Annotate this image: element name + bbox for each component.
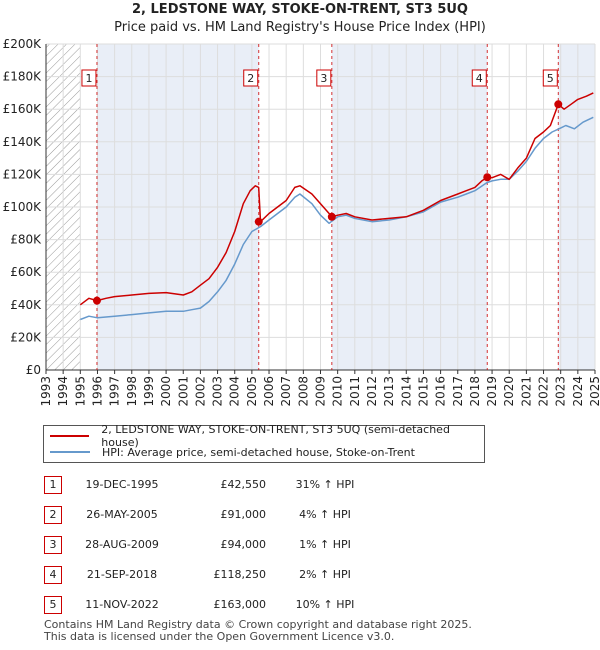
y-tick-label: £60K (10, 265, 42, 279)
x-tick-label: 2012 (365, 376, 379, 407)
y-tick-label: £20K (10, 330, 42, 344)
x-tick-label: 2014 (399, 376, 413, 407)
transaction-price: £42,550 (220, 478, 267, 491)
y-tick-label: £0 (26, 363, 41, 377)
y-tick-label: £80K (10, 233, 42, 247)
sale-marker-label: 2 (247, 72, 254, 85)
sale-marker-box (471, 69, 487, 87)
footer-licence: This data is licensed under the Open Gov… (44, 630, 395, 643)
transaction-hpi: 31% ↑ HPI (295, 478, 355, 491)
transaction-hpi: 4% ↑ HPI (299, 508, 351, 521)
x-tick-label: 2020 (502, 376, 516, 407)
transaction-badge: 3 (44, 536, 62, 554)
transaction-date: 26-MAY-2005 (86, 508, 158, 521)
transaction-price: £94,000 (220, 538, 267, 551)
y-tick-label: £140K (3, 135, 43, 149)
chart-subtitle: Price paid vs. HM Land Registry's House … (114, 20, 486, 35)
price-chart: £0 £20K £40K £60K £80K £100K £120K £140K £160K £1… (3, 37, 600, 407)
x-tick-label: 1996 (90, 376, 104, 407)
x-tick-label: 2005 (245, 376, 259, 407)
sale-point (92, 296, 101, 305)
transaction-price: £91,000 (220, 508, 267, 521)
x-tick-label: 2003 (211, 376, 225, 407)
x-tick-label: 1997 (108, 376, 122, 407)
x-tick-label: 2010 (331, 376, 345, 407)
x-tick-label: 2017 (451, 376, 465, 407)
transaction-hpi: 1% ↑ HPI (299, 538, 351, 551)
x-tick-label: 2025 (588, 376, 600, 407)
x-tick-label: 2024 (571, 376, 585, 407)
x-tick-label: 2018 (468, 376, 482, 407)
x-tick-label: 1995 (73, 376, 87, 407)
sale-marker-label: 1 (85, 72, 92, 85)
x-tick-label: 2000 (159, 376, 173, 407)
x-tick-label: 2008 (296, 376, 310, 407)
legend-label-price: 2, LEDSTONE WAY, STOKE-ON-TRENT, ST3 5UQ… (101, 423, 450, 449)
y-tick-label: £180K (3, 70, 43, 84)
sale-marker-box (81, 69, 97, 87)
legend-label-hpi: HPI: Average price, semi-detached house,… (102, 445, 415, 459)
x-tick-label: 2021 (519, 376, 533, 407)
x-tick-label: 1994 (56, 376, 70, 407)
transaction-badge: 4 (44, 566, 62, 584)
y-tick-label: £160K (3, 102, 43, 116)
x-tick-label: 2007 (279, 376, 293, 407)
transaction-hpi: 2% ↑ HPI (299, 568, 351, 581)
y-tick-label: £200K (3, 37, 43, 51)
table-row: 3 28-AUG-2009 £94,000 1% ↑ HPI (0, 532, 600, 560)
transaction-badge: 1 (44, 476, 62, 494)
x-tick-label: 1998 (125, 376, 139, 407)
sale-marker-label: 5 (547, 72, 554, 85)
sale-marker-box (542, 69, 558, 87)
y-tick-label: £120K (3, 167, 43, 181)
y-tick-label: £40K (10, 298, 42, 312)
x-tick-label: 2013 (382, 376, 396, 407)
x-tick-label: 2011 (348, 376, 362, 407)
x-tick-label: 2006 (262, 376, 276, 407)
footer-copyright: Contains HM Land Registry data © Crown c… (44, 618, 472, 631)
sale-marker-label: 3 (320, 72, 327, 85)
transaction-date: 21-SEP-2018 (86, 568, 158, 581)
x-tick-label: 2009 (314, 376, 328, 407)
legend-swatch-price (50, 435, 90, 437)
x-tick-label: 2002 (193, 376, 207, 407)
table-row: 4 21-SEP-2018 £118,250 2% ↑ HPI (0, 562, 600, 590)
sale-point (327, 212, 336, 221)
x-tick-label: 2015 (416, 376, 430, 407)
legend: 2, LEDSTONE WAY, STOKE-ON-TRENT, ST3 5UQ… (43, 423, 485, 463)
x-tick-label: 2001 (176, 376, 190, 407)
sale-point (554, 100, 563, 109)
transaction-date: 28-AUG-2009 (85, 538, 159, 551)
legend-item-hpi: HPI: Average price, semi-detached house,… (50, 444, 415, 460)
x-tick-label: 2004 (228, 376, 242, 407)
legend-swatch-hpi (50, 451, 90, 453)
transaction-badge: 2 (44, 506, 62, 524)
x-tick-label: 1999 (142, 376, 156, 407)
sale-point (483, 173, 492, 182)
table-row: 2 26-MAY-2005 £91,000 4% ↑ HPI (0, 502, 600, 530)
transaction-date: 11-NOV-2022 (85, 598, 159, 611)
transaction-price: £163,000 (213, 598, 267, 611)
sale-marker-label: 4 (476, 72, 483, 85)
table-row: 1 19-DEC-1995 £42,550 31% ↑ HPI (0, 472, 600, 500)
footer: Contains HM Land Registry data © Crown c… (44, 619, 472, 643)
transaction-date: 19-DEC-1995 (85, 478, 159, 491)
sale-point (254, 217, 263, 226)
y-tick-label: £100K (3, 200, 43, 214)
sale-marker-box (316, 69, 332, 87)
transaction-hpi: 10% ↑ HPI (295, 598, 355, 611)
x-tick-label: 2016 (434, 376, 448, 407)
x-tick-label: 1993 (39, 376, 53, 407)
x-tick-label: 2022 (537, 376, 551, 407)
sale-marker-box (243, 69, 259, 87)
table-row: 5 11-NOV-2022 £163,000 10% ↑ HPI (0, 592, 600, 620)
transaction-price: £118,250 (213, 568, 267, 581)
transaction-badge: 5 (44, 596, 62, 614)
legend-item-price: 2, LEDSTONE WAY, STOKE-ON-TRENT, ST3 5UQ… (50, 423, 484, 449)
x-tick-label: 2023 (554, 376, 568, 407)
x-tick-label: 2019 (485, 376, 499, 407)
chart-title: 2, LEDSTONE WAY, STOKE-ON-TRENT, ST3 5UQ (132, 2, 468, 17)
